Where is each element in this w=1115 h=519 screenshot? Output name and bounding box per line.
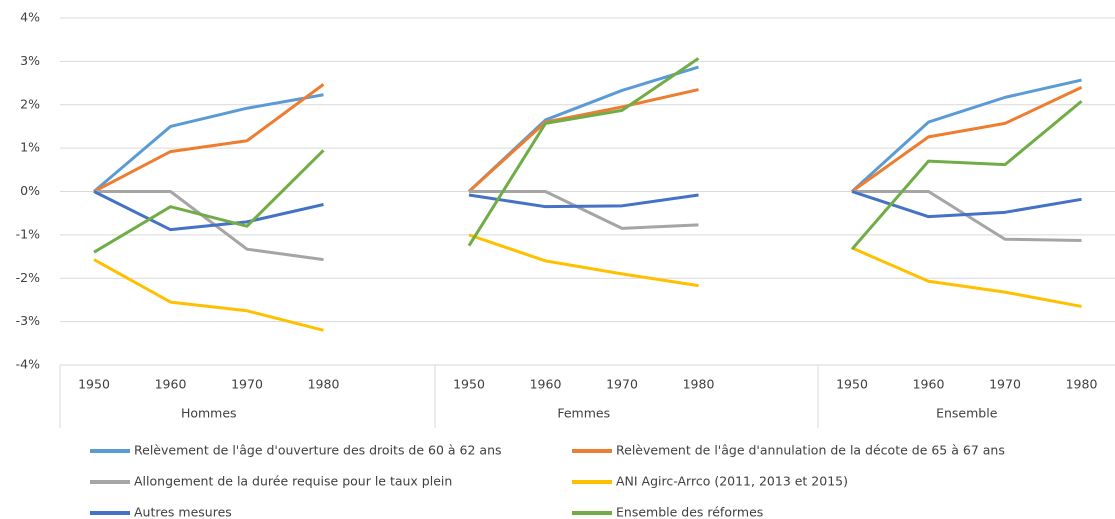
- x-tick-label: 1950: [78, 377, 110, 392]
- series-line: [467, 88, 699, 193]
- series-line: [468, 193, 699, 209]
- y-tick-label: -2%: [16, 270, 40, 285]
- x-tick-label: 1970: [606, 377, 638, 392]
- series-line: [850, 100, 1083, 251]
- y-tick-label: -1%: [16, 226, 40, 241]
- series-line: [468, 233, 699, 288]
- x-tick-label: 1960: [530, 377, 562, 392]
- series-line: [469, 190, 699, 230]
- series-line: [851, 86, 1083, 193]
- series-line: [93, 83, 325, 193]
- x-tick-label: 1970: [989, 377, 1021, 392]
- legend-label: Relèvement de l'âge d'ouverture des droi…: [134, 443, 502, 458]
- x-tick-label: 1980: [683, 377, 715, 392]
- series-line: [93, 258, 324, 332]
- group-label: Hommes: [181, 406, 237, 421]
- legend-label: ANI Agirc-Arrco (2011, 2013 et 2015): [616, 474, 848, 489]
- series-line: [93, 190, 324, 232]
- y-tick-label: 2%: [20, 96, 40, 111]
- legend-label: Autres mesures: [134, 505, 232, 519]
- series-line: [93, 93, 324, 193]
- legend-label: Allongement de la durée requise pour le …: [134, 474, 452, 489]
- legend-label: Ensemble des réformes: [616, 505, 763, 519]
- group-label: Ensemble: [936, 406, 998, 421]
- legend-label: Relèvement de l'âge d'annulation de la d…: [616, 443, 1005, 458]
- y-tick-label: 4%: [20, 10, 40, 25]
- series-line: [94, 190, 324, 262]
- x-tick-label: 1980: [1066, 377, 1098, 392]
- y-tick-label: -3%: [16, 313, 40, 328]
- series-line: [851, 246, 1082, 308]
- x-tick-label: 1960: [913, 377, 945, 392]
- x-tick-label: 1960: [155, 377, 187, 392]
- x-tick-label: 1950: [836, 377, 868, 392]
- series-line: [851, 190, 1082, 219]
- y-tick-label: 3%: [20, 53, 40, 68]
- x-tick-label: 1970: [231, 377, 263, 392]
- series-line: [467, 65, 699, 193]
- group-label: Femmes: [557, 406, 610, 421]
- y-tick-label: 1%: [20, 140, 40, 155]
- series-line: [93, 149, 325, 254]
- y-tick-label: -4%: [16, 357, 40, 372]
- x-tick-label: 1980: [308, 377, 340, 392]
- series-line: [467, 57, 700, 247]
- series-line: [852, 190, 1082, 243]
- series-line: [850, 78, 1082, 193]
- y-tick-label: 0%: [20, 183, 40, 198]
- x-tick-label: 1950: [453, 377, 485, 392]
